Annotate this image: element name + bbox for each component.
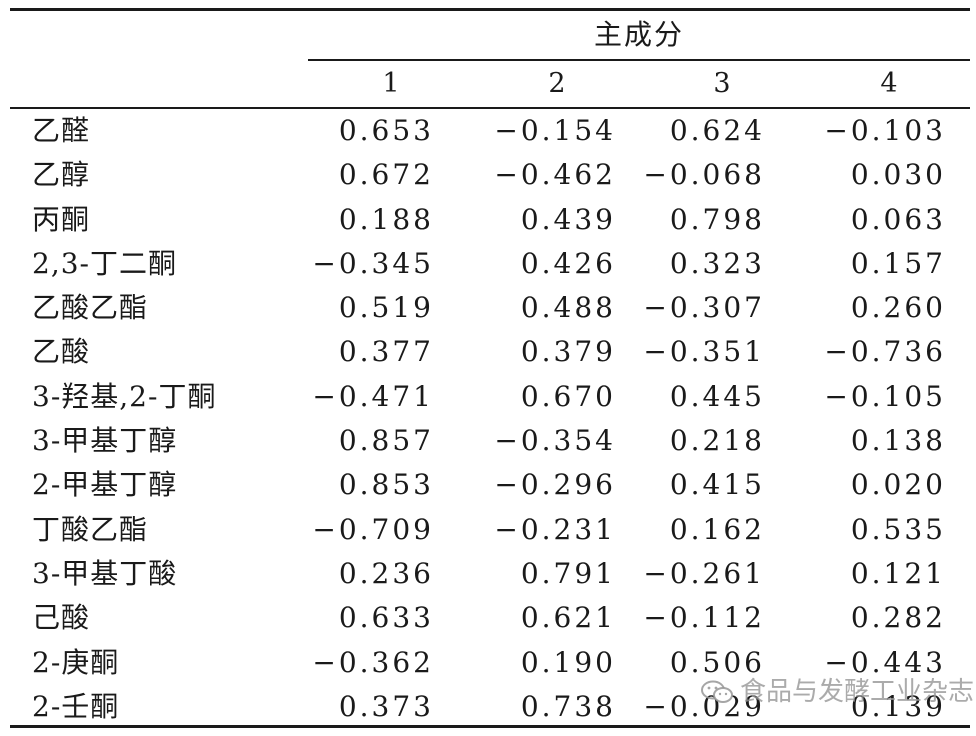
value-cell: 0.260: [850, 291, 946, 325]
value-cell: 0.121: [850, 556, 946, 590]
value-cell: 0.633: [338, 601, 434, 635]
value-cell: 0.670: [520, 379, 616, 413]
value-cell: −0.307: [643, 291, 765, 325]
watermark: 食品与发酵工业杂志: [700, 672, 974, 712]
table-row: 2-壬酮 0.373 0.738 −0.029 0.139: [0, 685, 976, 729]
value-cell: 0.157: [850, 246, 946, 280]
value-cell: −0.068: [643, 158, 765, 192]
value-cell: −0.443: [824, 645, 946, 679]
value-cell: 0.377: [338, 335, 434, 369]
value-cell: 0.379: [520, 335, 616, 369]
value-cell: 0.519: [338, 291, 434, 325]
value-cell: −0.261: [643, 556, 765, 590]
header-bottom-rule: [10, 107, 970, 109]
value-cell: 0.738: [520, 689, 616, 723]
column-header-1: 1: [382, 68, 400, 99]
value-cell: −0.471: [312, 379, 434, 413]
value-cell: −0.103: [824, 114, 946, 147]
value-cell: 0.323: [669, 246, 765, 280]
table-row: 2-庚酮 −0.362 0.190 0.506 −0.443: [0, 641, 976, 685]
watermark-text: 食品与发酵工业杂志: [740, 677, 975, 707]
value-cell: −0.462: [494, 158, 616, 192]
table-row: 己酸 0.633 0.621 −0.112 0.282: [0, 596, 976, 640]
value-cell: −0.112: [643, 601, 765, 635]
table-row: 乙酸乙酯 0.519 0.488 −0.307 0.260: [0, 286, 976, 330]
table-row: 乙酸 0.377 0.379 −0.351 −0.736: [0, 330, 976, 374]
value-cell: 0.445: [669, 379, 765, 413]
value-cell: −0.105: [824, 379, 946, 413]
wechat-icon: [701, 680, 733, 703]
group-header-rule: [308, 59, 970, 61]
value-cell: 0.439: [520, 202, 616, 236]
value-cell: 0.621: [520, 601, 616, 635]
value-cell: 0.190: [520, 645, 616, 679]
row-label: 3-羟基,2-丁酮: [32, 379, 217, 413]
table-row: 丙酮 0.188 0.439 0.798 0.063: [0, 198, 976, 242]
value-cell: 0.063: [850, 202, 946, 236]
table-row: 3-甲基丁醇 0.857 −0.354 0.218 0.138: [0, 419, 976, 463]
value-cell: −0.029: [643, 689, 765, 723]
value-cell: 0.162: [669, 512, 765, 546]
value-cell: −0.154: [494, 114, 616, 147]
value-cell: −0.231: [494, 512, 616, 546]
value-cell: 0.857: [338, 424, 434, 458]
table-row: 2-甲基丁醇 0.853 −0.296 0.415 0.020: [0, 463, 976, 507]
value-cell: 0.853: [338, 468, 434, 502]
value-cell: −0.354: [494, 424, 616, 458]
group-header: 主成分: [593, 18, 684, 51]
value-cell: 0.030: [850, 158, 946, 192]
value-cell: 0.218: [669, 424, 765, 458]
value-cell: 0.426: [520, 246, 616, 280]
value-cell: 0.488: [520, 291, 616, 325]
row-label: 3-甲基丁酸: [32, 556, 178, 590]
value-cell: 0.653: [338, 114, 434, 147]
table-row: 2,3-丁二酮 −0.345 0.426 0.323 0.157: [0, 242, 976, 286]
value-cell: 0.672: [338, 158, 434, 192]
row-label: 乙酸: [32, 335, 91, 369]
row-label: 2-庚酮: [32, 645, 120, 679]
row-label: 2-甲基丁醇: [32, 468, 178, 502]
table-row: 3-羟基,2-丁酮 −0.471 0.670 0.445 −0.105: [0, 375, 976, 419]
value-cell: −0.351: [643, 335, 765, 369]
table-bottom-rule: [10, 725, 970, 728]
value-cell: 0.798: [669, 202, 765, 236]
row-label: 己酸: [32, 601, 91, 635]
value-cell: 0.236: [338, 556, 434, 590]
value-cell: −0.345: [312, 246, 434, 280]
column-header-2: 2: [548, 68, 566, 99]
table-row: 乙醛 0.653 −0.154 0.624 −0.103: [0, 109, 976, 153]
table-row: 3-甲基丁酸 0.236 0.791 −0.261 0.121: [0, 552, 976, 596]
value-cell: 0.791: [520, 556, 616, 590]
value-cell: 0.139: [850, 689, 946, 723]
row-label: 2-壬酮: [32, 689, 120, 723]
table-body: 乙醛 0.653 −0.154 0.624 −0.103 乙醇 0.672 −0…: [0, 109, 976, 729]
row-label: 乙醇: [32, 158, 91, 192]
value-cell: 0.188: [338, 202, 434, 236]
column-header-4: 4: [880, 68, 898, 99]
value-cell: 0.373: [338, 689, 434, 723]
row-label: 丁酸乙酯: [32, 512, 149, 546]
value-cell: 0.624: [669, 114, 765, 147]
row-label: 乙醛: [32, 114, 91, 147]
value-cell: 0.535: [850, 512, 946, 546]
value-cell: 0.138: [850, 424, 946, 458]
value-cell: 0.506: [669, 645, 765, 679]
value-cell: −0.362: [312, 645, 434, 679]
value-cell: 0.415: [669, 468, 765, 502]
value-cell: 0.020: [850, 468, 946, 502]
table-row: 乙醇 0.672 −0.462 −0.068 0.030: [0, 153, 976, 197]
row-label: 3-甲基丁醇: [32, 424, 178, 458]
value-cell: 0.282: [850, 601, 946, 635]
row-label: 乙酸乙酯: [32, 291, 149, 325]
table-top-rule: [10, 8, 970, 11]
row-label: 2,3-丁二酮: [32, 246, 177, 280]
value-cell: −0.736: [824, 335, 946, 369]
value-cell: −0.709: [312, 512, 434, 546]
column-header-3: 3: [713, 68, 731, 99]
value-cell: −0.296: [494, 468, 616, 502]
row-label: 丙酮: [32, 202, 91, 236]
table-row: 丁酸乙酯 −0.709 −0.231 0.162 0.535: [0, 508, 976, 552]
